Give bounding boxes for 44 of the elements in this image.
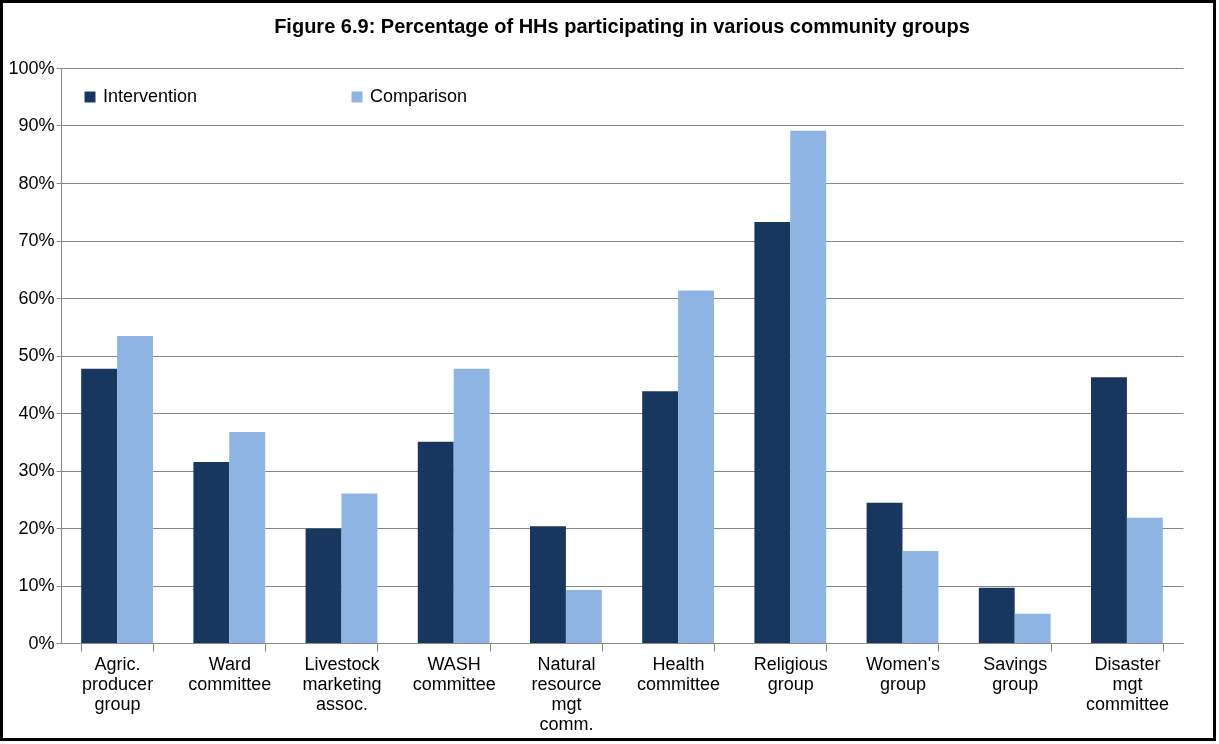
bar	[305, 528, 342, 643]
x-tick-label: Religious group	[753, 653, 828, 694]
y-tick-label: 80%	[18, 172, 55, 193]
y-tick-label: 70%	[18, 230, 55, 250]
bar	[117, 335, 153, 643]
x-tick-label: Disaster mgt committee	[1085, 653, 1169, 714]
y-tick-label: 30%	[18, 460, 55, 480]
y-tick-label: 10%	[18, 575, 55, 595]
bar	[1014, 613, 1051, 643]
bar	[530, 526, 566, 643]
bar	[1091, 377, 1127, 643]
chart-title: Figure 6.9: Percentage of HHs participating in various community groups	[274, 15, 970, 37]
bar	[565, 590, 602, 643]
x-tick-label: WASH committee	[412, 653, 496, 694]
x-tick-label: Health committee	[637, 653, 721, 694]
bar	[754, 222, 791, 643]
bar	[678, 290, 714, 643]
x-tick-label: Ward committee	[188, 653, 272, 694]
y-tick-label: 100%	[8, 57, 55, 78]
legend-label: Intervention	[103, 86, 198, 106]
y-tick-label: 60%	[18, 287, 55, 308]
legend-label: Comparison	[370, 86, 468, 106]
x-tick-label: Livestock marketing assoc.	[302, 653, 382, 714]
bar	[978, 587, 1015, 643]
y-tick-label: 0%	[28, 632, 55, 653]
bar	[902, 551, 939, 643]
bar	[81, 368, 118, 643]
y-tick-label: 20%	[18, 517, 55, 538]
x-tick-label: Natural resource mgt comm.	[531, 653, 602, 734]
bar	[642, 391, 679, 643]
x-tick-label: Agric. producer group	[82, 653, 154, 714]
bar	[453, 368, 490, 643]
bar	[417, 441, 454, 643]
y-tick-label: 40%	[18, 402, 55, 423]
bar	[1126, 517, 1163, 643]
bar	[341, 493, 378, 643]
x-tick-label: Savings group	[983, 653, 1048, 694]
bar	[866, 502, 903, 643]
bar	[193, 461, 230, 643]
bar	[229, 431, 266, 643]
y-tick-label: 90%	[18, 115, 55, 135]
bar	[790, 130, 827, 643]
y-tick-label: 50%	[18, 345, 55, 365]
x-tick-label: Women's group	[865, 653, 941, 694]
